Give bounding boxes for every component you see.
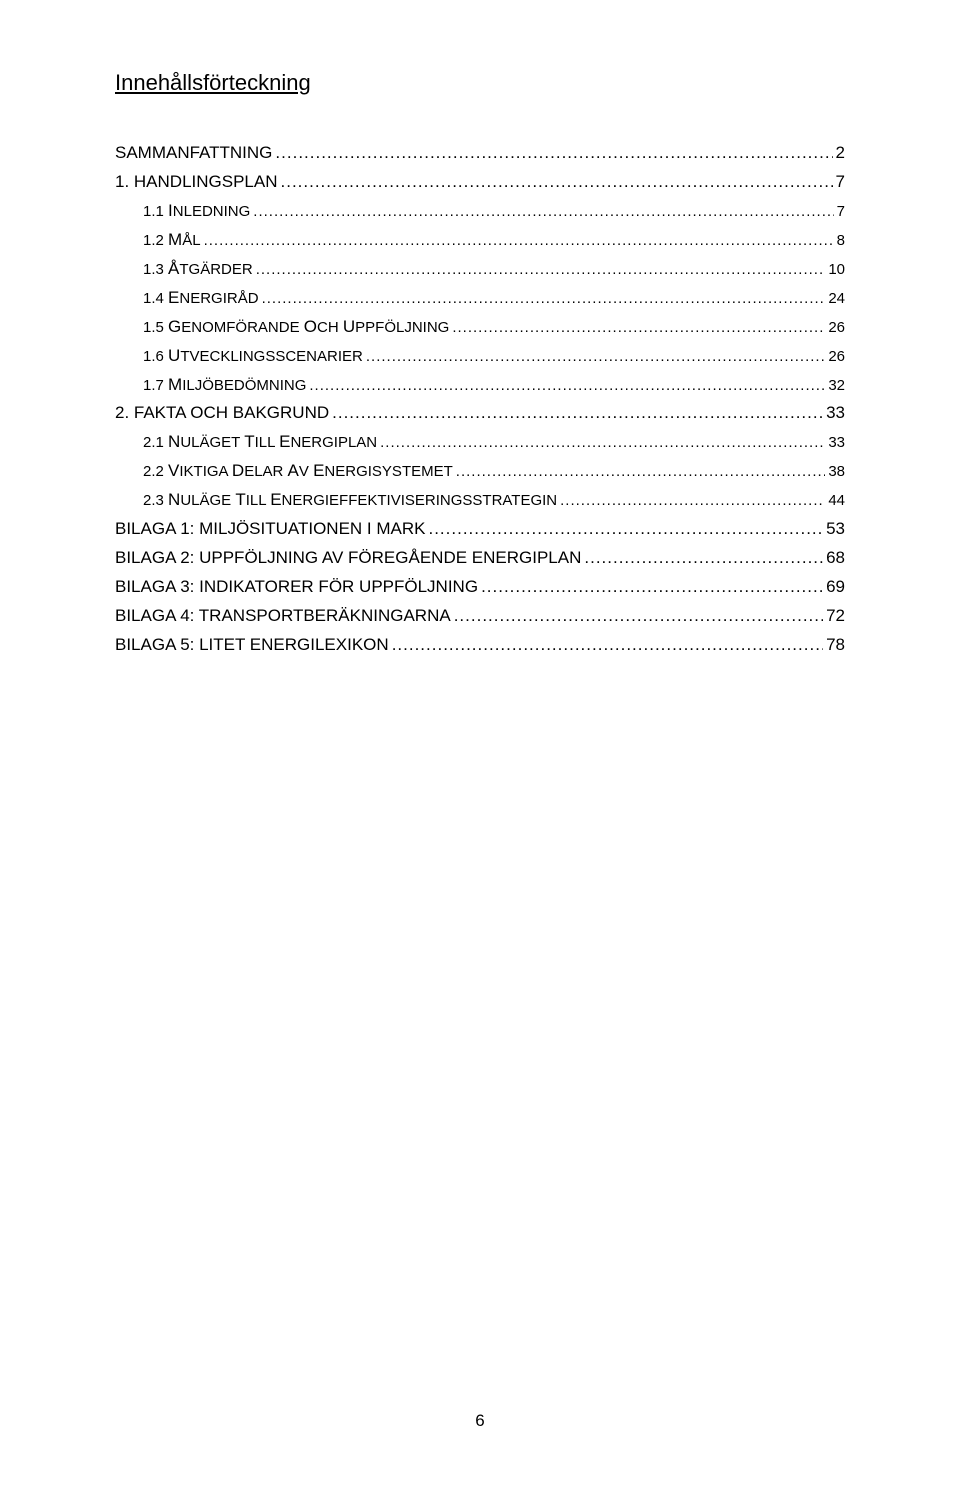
toc-entry-page: 44 (828, 491, 845, 511)
toc-entry-label: 1.2 MÅL (143, 229, 201, 252)
toc-entry-page: 24 (828, 289, 845, 309)
toc-leader: ........................................… (256, 260, 826, 280)
toc-entry-label: 1.6 UTVECKLINGSSCENARIER (143, 345, 363, 368)
toc-row: BILAGA 3: INDIKATORER FÖR UPPFÖLJNING...… (115, 576, 845, 599)
toc-row: 1.3 ÅTGÄRDER............................… (115, 258, 845, 281)
toc-entry-page: 7 (837, 202, 845, 222)
toc-row: BILAGA 4: TRANSPORTBERÄKNINGARNA........… (115, 605, 845, 628)
toc-row: SAMMANFATTNING..........................… (115, 142, 845, 165)
toc-entry-page: 2 (836, 142, 845, 165)
toc-entry-page: 69 (826, 576, 845, 599)
toc-leader: ........................................… (454, 605, 823, 628)
toc-entry-label: 2. FAKTA OCH BAKGRUND (115, 402, 329, 425)
toc-entry-label: BILAGA 1: MILJÖSITUATIONEN I MARK (115, 518, 425, 541)
toc-entry-label: 2.3 NULÄGE TILL ENERGIEFFEKTIVISERINGSST… (143, 489, 557, 512)
toc-leader: ........................................… (366, 347, 825, 367)
toc-list: SAMMANFATTNING..........................… (115, 142, 845, 657)
toc-entry-label: 1. HANDLINGSPLAN (115, 171, 278, 194)
toc-row: 2.2 VIKTIGA DELAR AV ENERGISYSTEMET.....… (115, 460, 845, 483)
toc-entry-label: 2.1 NULÄGET TILL ENERGIPLAN (143, 431, 377, 454)
toc-row: 2.1 NULÄGET TILL ENERGIPLAN.............… (115, 431, 845, 454)
toc-leader: ........................................… (452, 318, 825, 338)
toc-entry-page: 38 (828, 462, 845, 482)
toc-entry-page: 33 (826, 402, 845, 425)
toc-title: Innehållsförteckning (115, 70, 845, 96)
toc-row: BILAGA 5: LITET ENERGILEXIKON...........… (115, 634, 845, 657)
toc-leader: ........................................… (332, 402, 823, 425)
toc-leader: ........................................… (560, 491, 825, 511)
toc-row: 1.6 UTVECKLINGSSCENARIER................… (115, 345, 845, 368)
toc-row: 2. FAKTA OCH BAKGRUND...................… (115, 402, 845, 425)
toc-leader: ........................................… (584, 547, 823, 570)
toc-entry-page: 32 (828, 376, 845, 396)
toc-leader: ........................................… (309, 376, 825, 396)
toc-row: 2.3 NULÄGE TILL ENERGIEFFEKTIVISERINGSST… (115, 489, 845, 512)
toc-row: 1.5 GENOMFÖRANDE OCH UPPFÖLJNING........… (115, 316, 845, 339)
toc-row: 1. HANDLINGSPLAN........................… (115, 171, 845, 194)
toc-entry-label: BILAGA 2: UPPFÖLJNING AV FÖREGÅENDE ENER… (115, 547, 581, 570)
toc-leader: ........................................… (481, 576, 823, 599)
toc-entry-page: 53 (826, 518, 845, 541)
toc-entry-label: 1.3 ÅTGÄRDER (143, 258, 253, 281)
toc-entry-label: 1.4 ENERGIRÅD (143, 287, 259, 310)
toc-entry-page: 68 (826, 547, 845, 570)
toc-row: 1.4 ENERGIRÅD...........................… (115, 287, 845, 310)
toc-entry-page: 26 (828, 318, 845, 338)
toc-entry-label: 1.5 GENOMFÖRANDE OCH UPPFÖLJNING (143, 316, 449, 339)
toc-entry-label: BILAGA 5: LITET ENERGILEXIKON (115, 634, 389, 657)
toc-entry-page: 78 (826, 634, 845, 657)
toc-leader: ........................................… (380, 433, 825, 453)
toc-entry-label: SAMMANFATTNING (115, 142, 272, 165)
toc-leader: ........................................… (392, 634, 823, 657)
toc-entry-label: BILAGA 3: INDIKATORER FÖR UPPFÖLJNING (115, 576, 478, 599)
toc-entry-label: 1.7 MILJÖBEDÖMNING (143, 374, 306, 397)
toc-entry-page: 26 (828, 347, 845, 367)
page-number: 6 (0, 1411, 960, 1431)
toc-leader: ........................................… (281, 171, 833, 194)
toc-row: BILAGA 1: MILJÖSITUATIONEN I MARK.......… (115, 518, 845, 541)
toc-leader: ........................................… (262, 289, 826, 309)
toc-row: 1.7 MILJÖBEDÖMNING......................… (115, 374, 845, 397)
toc-leader: ........................................… (428, 518, 823, 541)
toc-entry-page: 10 (828, 260, 845, 280)
toc-entry-page: 7 (836, 171, 845, 194)
page: Innehållsförteckning SAMMANFATTNING.....… (0, 0, 960, 1491)
toc-row: 1.2 MÅL.................................… (115, 229, 845, 252)
toc-row: 1.1 INLEDNING...........................… (115, 200, 845, 223)
toc-leader: ........................................… (253, 202, 833, 222)
toc-entry-label: 1.1 INLEDNING (143, 200, 250, 223)
toc-leader: ........................................… (456, 462, 826, 482)
toc-entry-label: 2.2 VIKTIGA DELAR AV ENERGISYSTEMET (143, 460, 453, 483)
toc-entry-page: 33 (828, 433, 845, 453)
toc-entry-label: BILAGA 4: TRANSPORTBERÄKNINGARNA (115, 605, 451, 628)
toc-entry-page: 8 (837, 231, 845, 251)
toc-entry-page: 72 (826, 605, 845, 628)
toc-leader: ........................................… (204, 231, 834, 251)
toc-leader: ........................................… (275, 142, 832, 165)
toc-row: BILAGA 2: UPPFÖLJNING AV FÖREGÅENDE ENER… (115, 547, 845, 570)
